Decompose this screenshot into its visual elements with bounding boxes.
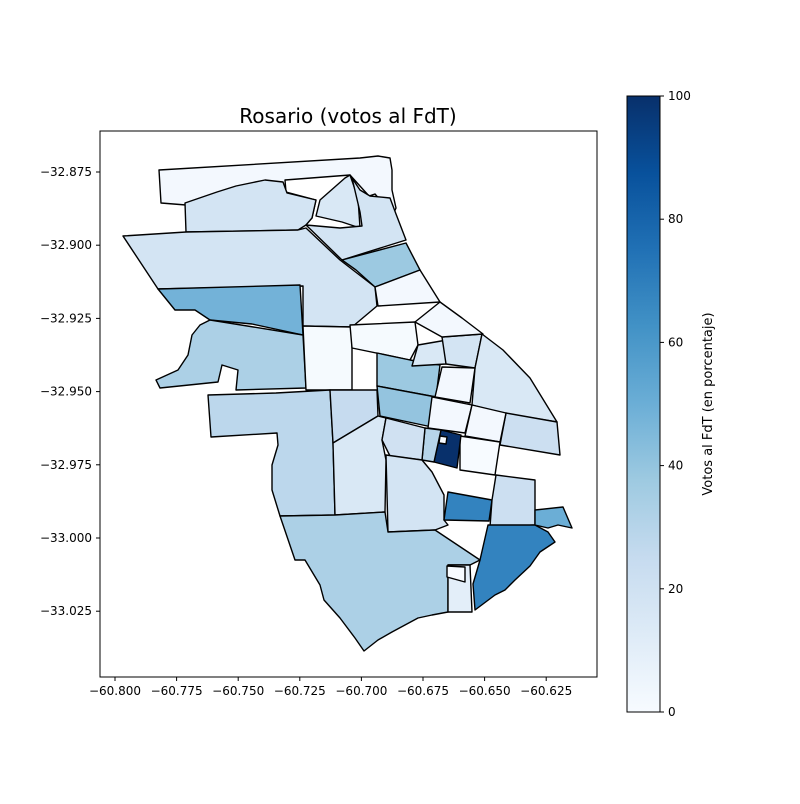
region-small-white-3 — [349, 321, 419, 361]
region-south-center-3 — [381, 417, 426, 461]
x-tick-label: −60.750 — [212, 684, 264, 698]
x-tick-label: −60.675 — [397, 684, 449, 698]
region-east-white-1 — [414, 301, 484, 338]
x-axis: −60.800 −60.775 −60.750 −60.725 −60.700 −60.6… — [89, 677, 572, 698]
y-tick-label: −32.925 — [40, 311, 92, 325]
region-south-big — [279, 511, 481, 652]
region-small-white-1 — [302, 325, 353, 391]
y-tick-label: −32.950 — [40, 385, 92, 399]
x-tick-label: −60.625 — [520, 684, 572, 698]
region-south-center-4 — [385, 454, 449, 533]
region-north-center-east — [305, 177, 407, 261]
region-west-south — [155, 319, 307, 391]
region-east-white-2 — [434, 366, 476, 404]
region-south-east — [489, 474, 536, 528]
colorbar-tick-label: 40 — [668, 459, 683, 473]
x-tick-label: −60.650 — [459, 684, 511, 698]
x-tick-label: −60.800 — [89, 684, 141, 698]
colorbar-tick-label: 60 — [668, 335, 683, 349]
colorbar-label: Votos al FdT (en porcentaje) — [701, 312, 716, 495]
x-tick-label: −60.725 — [274, 684, 326, 698]
y-tick-label: −32.975 — [40, 458, 92, 472]
region-south-east-light — [534, 506, 573, 529]
region-layer — [122, 155, 573, 652]
region-south-white — [446, 565, 466, 583]
x-tick-label: −60.700 — [335, 684, 387, 698]
region-west-blue — [157, 284, 304, 336]
y-tick-label: −32.900 — [40, 238, 92, 252]
y-tick-label: −33.025 — [40, 604, 92, 618]
colorbar-tick-label: 0 — [668, 705, 676, 719]
region-south-east-dark — [472, 524, 556, 611]
colorbar — [626, 95, 661, 713]
region-dark-hole — [438, 435, 448, 445]
colorbar-ticks: 0 20 40 60 80 100 — [660, 89, 691, 719]
map-title: Rosario (votos al FdT) — [239, 104, 456, 128]
colorbar-tick-label: 80 — [668, 212, 683, 226]
region-south-blue — [443, 491, 493, 522]
region-south-west — [207, 389, 336, 517]
map-frame — [99, 130, 598, 678]
y-axis: −32.875 −32.900 −32.925 −32.950 −32.975 −33.0… — [40, 165, 100, 618]
region-east-white-5 — [459, 435, 501, 476]
colorbar-tick-label: 100 — [668, 89, 691, 103]
y-tick-label: −32.875 — [40, 165, 92, 179]
y-tick-label: −33.000 — [40, 531, 92, 545]
colorbar-tick-label: 20 — [668, 582, 683, 596]
x-tick-label: −60.775 — [151, 684, 203, 698]
